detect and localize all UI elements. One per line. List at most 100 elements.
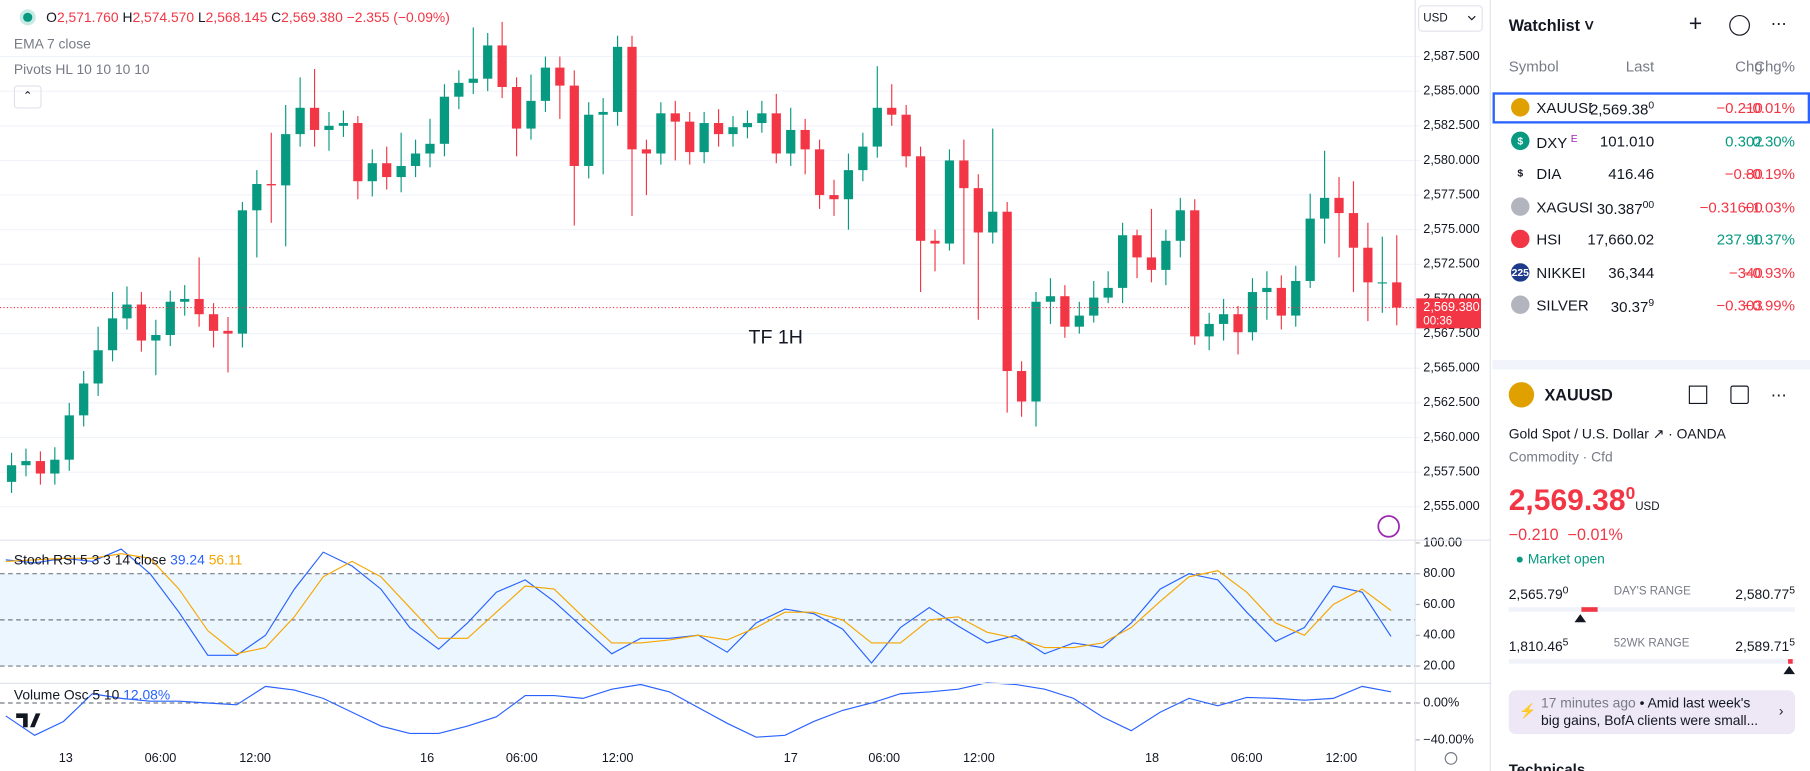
candle-body xyxy=(1117,235,1128,288)
watchlist-row[interactable]: SILVER 30.379 −0.303 −0.99% xyxy=(1493,290,1810,321)
news-arrow: › xyxy=(1778,702,1784,720)
exchange: OANDA xyxy=(1676,425,1726,443)
symbol: HSI xyxy=(1536,231,1591,248)
more-button[interactable]: ⋯ xyxy=(1770,385,1787,405)
last-value: 416.46 xyxy=(1608,165,1655,183)
candle-body xyxy=(555,67,565,86)
watchlist-row[interactable]: $ DXY E 101.010 0.302 0.30% xyxy=(1493,125,1810,156)
candle-body xyxy=(872,107,882,147)
candle-body xyxy=(266,183,276,186)
candle-body xyxy=(843,170,854,200)
candle-body xyxy=(1103,287,1113,298)
column-header[interactable]: Last xyxy=(1625,57,1655,76)
symbol-icon: $ xyxy=(1511,163,1530,183)
market-status: ● Market open xyxy=(1515,550,1605,567)
currency: USD xyxy=(1423,13,1447,25)
indicator-value: 12.08% xyxy=(123,686,171,703)
value: 2,565.79 xyxy=(1508,586,1563,603)
candle-body xyxy=(295,107,305,135)
candle-body xyxy=(930,240,940,244)
candle-body xyxy=(1348,213,1359,248)
value: 2,580.77 xyxy=(1735,586,1790,603)
last: 17,660.02 xyxy=(1587,231,1654,248)
watchlist-title[interactable]: Watchlist ˅ xyxy=(1508,16,1594,35)
logo[interactable] xyxy=(16,713,41,728)
symbol-text: XAUUSD xyxy=(1536,99,1591,117)
candle-body xyxy=(309,107,320,130)
candle-body xyxy=(1233,314,1243,333)
candle-body xyxy=(21,461,31,466)
range-label: DAY'S RANGE xyxy=(1613,585,1691,598)
panel-gap xyxy=(1492,360,1810,370)
watchlist-row[interactable]: 225 NIKKEI 36,344 −340 −0.93% xyxy=(1493,257,1810,288)
change: 0.302 xyxy=(1725,132,1763,150)
candle-body xyxy=(1074,315,1084,327)
edit-button[interactable] xyxy=(1730,385,1749,405)
candle-body xyxy=(641,149,652,154)
candle-body xyxy=(670,113,680,122)
candle-body xyxy=(656,113,666,154)
detail-name: Gold Spot / U.S. Dollar ↗ · OANDA xyxy=(1508,425,1726,443)
candle-body xyxy=(612,46,623,112)
indicator-value: 39.24 xyxy=(170,551,205,568)
alerts-button[interactable] xyxy=(1729,15,1750,36)
candle-body xyxy=(468,78,478,83)
symbol-text: XAGUSD xyxy=(1536,197,1591,216)
category: Commodity xyxy=(1508,449,1579,466)
more-button[interactable]: ⋯ xyxy=(1770,13,1787,33)
last-value: 36,344 xyxy=(1608,263,1655,282)
last-price-label: 2,569.380 xyxy=(1423,300,1479,314)
indicator-legend[interactable]: Pivots HL 10 10 10 10 xyxy=(13,61,150,78)
watchlist-row[interactable]: $ DIA 416.46 −0.80 −0.19% xyxy=(1493,158,1810,189)
detail-symbol[interactable]: XAUUSD xyxy=(1544,385,1613,405)
candle-body xyxy=(540,67,551,101)
candle-body xyxy=(944,160,955,244)
candle-body xyxy=(526,100,536,129)
lightning-button[interactable] xyxy=(1377,515,1400,538)
candle-body xyxy=(973,188,983,233)
candle-body xyxy=(93,350,103,384)
column-header[interactable]: Chg% xyxy=(1754,57,1795,76)
candle-body xyxy=(713,123,724,135)
symbol: NIKKEI xyxy=(1536,264,1591,281)
watchlist-row[interactable]: HSI 17,660.02 237.90 1.37% xyxy=(1493,224,1810,255)
y-tick-label: 2,555.000 xyxy=(1423,499,1479,513)
settings-button[interactable] xyxy=(1444,752,1458,765)
column-header[interactable]: Symbol xyxy=(1508,57,1559,76)
status-dot xyxy=(23,12,33,22)
time-label: 12:00 xyxy=(1325,751,1357,765)
indicator-line xyxy=(5,553,1392,655)
last: 30.379 xyxy=(1611,297,1654,316)
news-card[interactable]: ⚡ 17 minutes ago • Amid last week's big … xyxy=(1508,690,1795,735)
indicator-legend[interactable]: EMA 7 close xyxy=(13,35,91,52)
add-button[interactable]: + xyxy=(1688,11,1703,37)
watchlist-row[interactable]: XAGUSD 30.38700 −0.31600−1.03% xyxy=(1493,191,1810,222)
range-bar xyxy=(1508,607,1795,612)
candle-body xyxy=(194,298,204,315)
section-title[interactable]: Technicals xyxy=(1508,760,1586,771)
candle-body xyxy=(1276,287,1286,316)
candle-body xyxy=(281,134,291,186)
currency-select[interactable] xyxy=(1418,5,1483,32)
y-tick-label: 2,582.500 xyxy=(1423,118,1479,132)
collapse-button[interactable]: ⌃ xyxy=(13,85,42,109)
candle-body xyxy=(1002,211,1012,372)
watchlist-row[interactable]: XAUUSD2,569.380 −0.210−0.01% xyxy=(1492,92,1810,124)
last-value: 2,569.38 xyxy=(1589,100,1649,119)
candle-body xyxy=(1060,296,1070,327)
change-pct: −0.19% xyxy=(1743,165,1795,183)
candle-body xyxy=(742,123,753,128)
time-label: 12:00 xyxy=(602,751,634,765)
symbol-marker: E xyxy=(1570,132,1578,144)
column-header[interactable]: Chg xyxy=(1735,57,1763,76)
range-low: 1,810.465 xyxy=(1509,636,1569,654)
candle-body xyxy=(396,165,406,178)
candle-body xyxy=(858,146,868,171)
y-tick-label: 2,565.000 xyxy=(1423,361,1479,375)
range-marker xyxy=(1783,666,1795,675)
subtype: Cfd xyxy=(1591,449,1613,466)
candle-body xyxy=(324,125,334,130)
news-headline: Amid last week's big gains, BofA clients… xyxy=(1541,694,1759,729)
layout-button[interactable] xyxy=(1688,385,1708,405)
